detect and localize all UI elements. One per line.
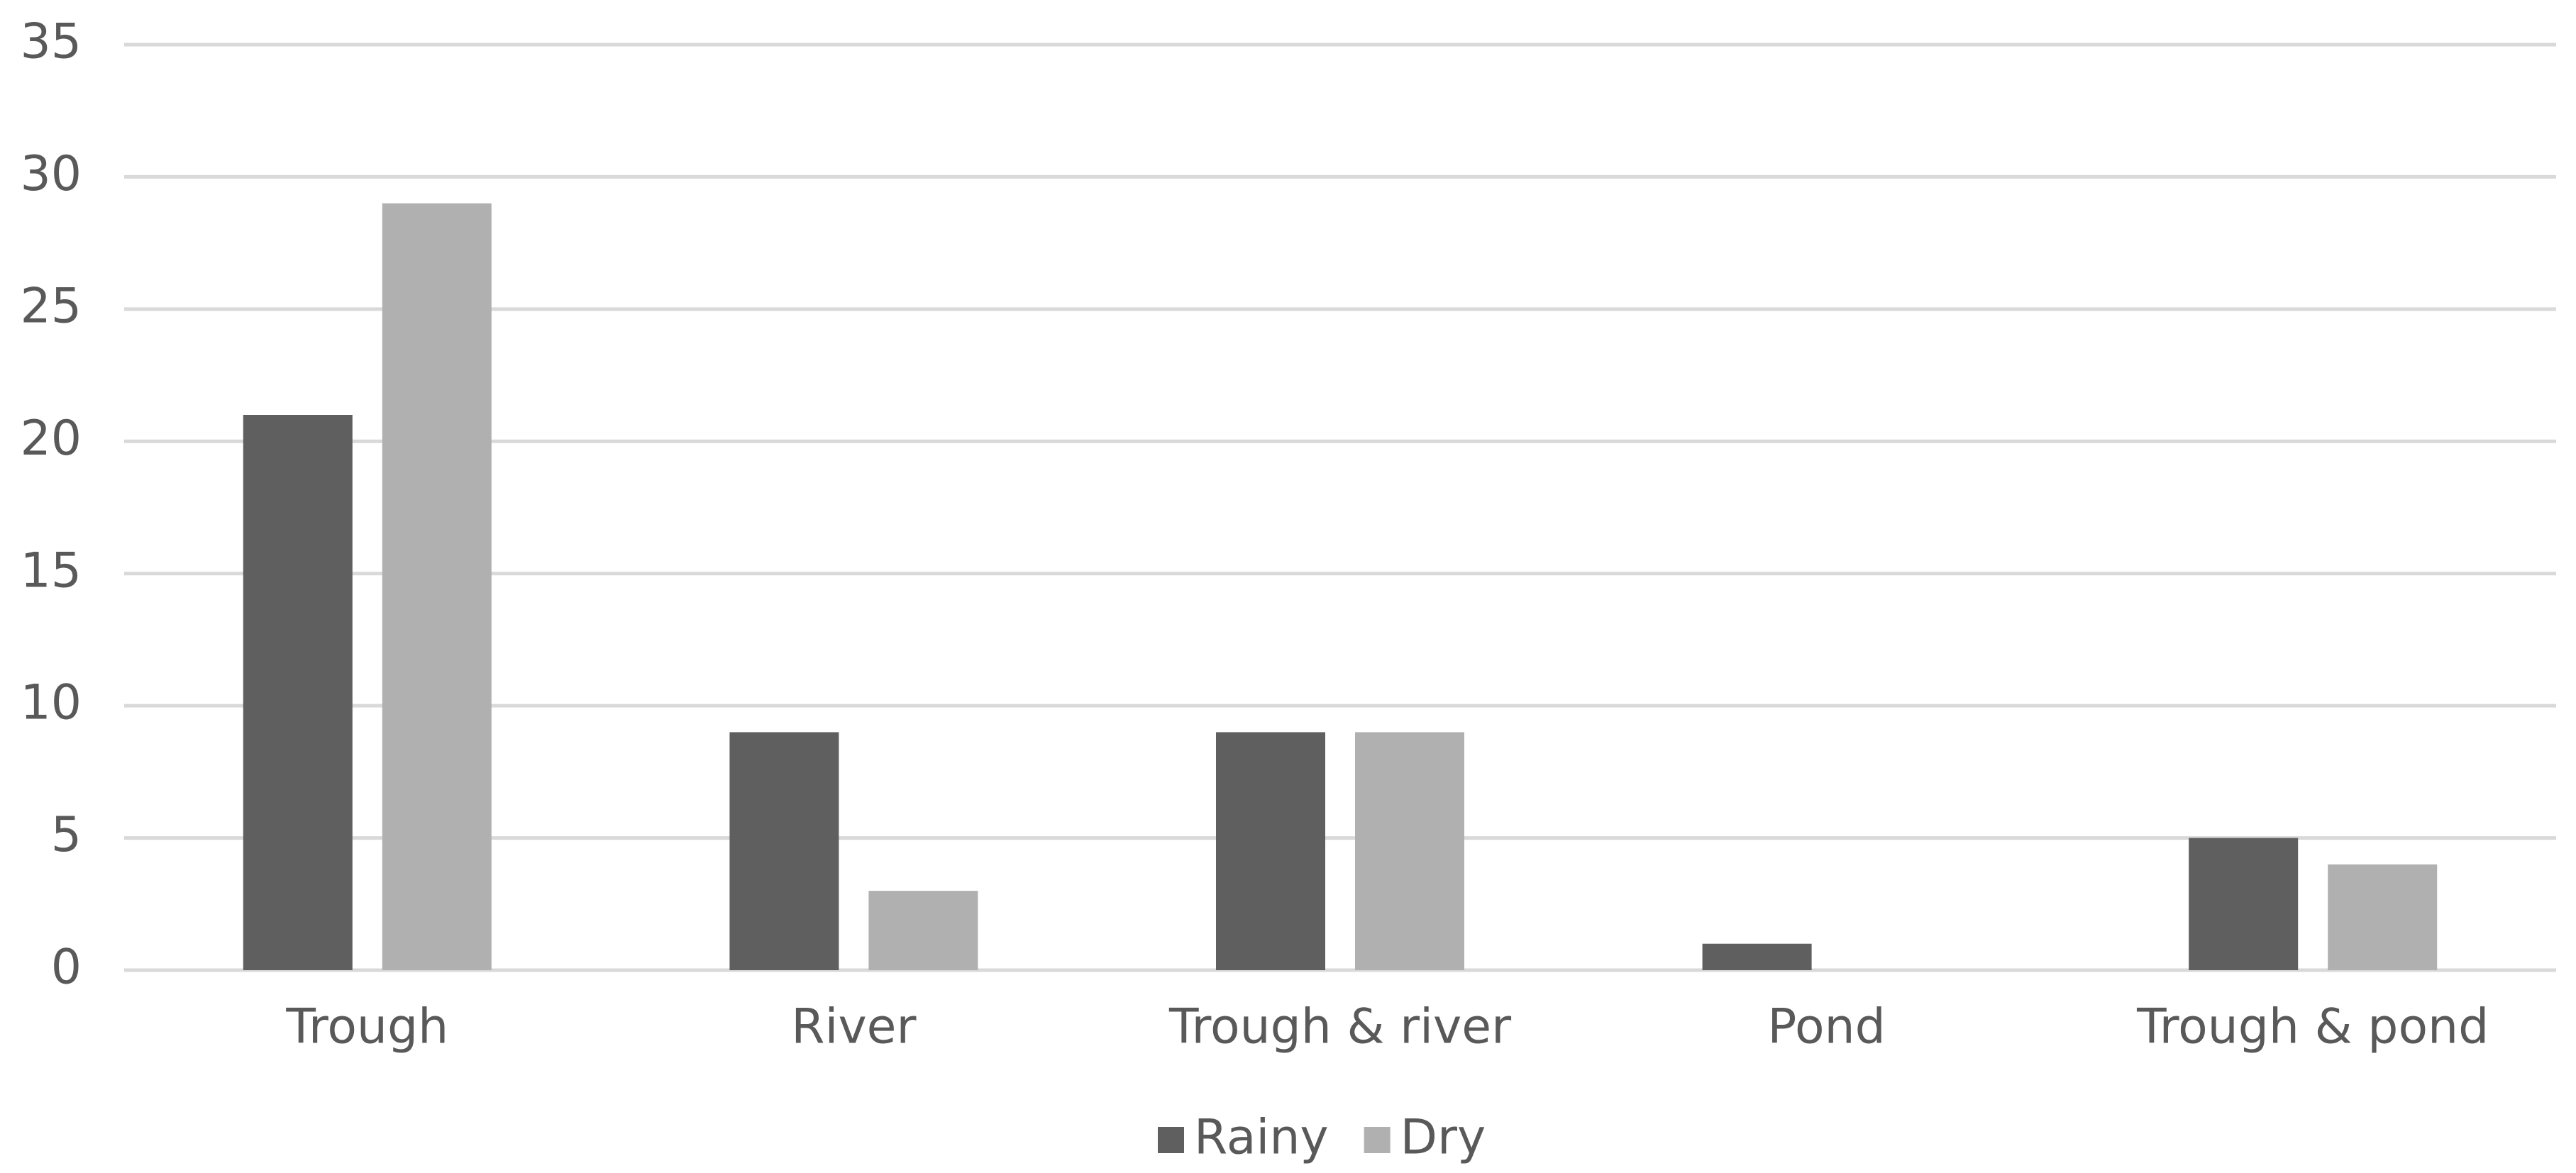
bar (382, 203, 492, 970)
y-tick-label: 35 (20, 14, 82, 70)
y-tick-label: 5 (51, 807, 82, 863)
bar (729, 732, 839, 970)
y-tick-label: 15 (20, 543, 82, 599)
bar (2328, 864, 2438, 970)
x-tick-label: Trough & pond (2136, 999, 2489, 1055)
x-tick-label: Trough & river (1168, 999, 1511, 1055)
y-tick-label: 30 (20, 146, 82, 202)
bar (243, 415, 353, 970)
legend-label: Dry (1400, 1110, 1486, 1166)
bar (1702, 943, 1812, 970)
x-tick-label: Trough (285, 999, 448, 1055)
bar (1216, 732, 1325, 970)
y-tick-label: 0 (51, 940, 82, 996)
legend-swatch (1364, 1127, 1391, 1153)
bar (2189, 838, 2299, 970)
x-tick-label: Pond (1767, 999, 1885, 1055)
x-tick-label: River (791, 999, 916, 1055)
bar (1355, 732, 1464, 970)
legend-label: Rainy (1194, 1110, 1329, 1166)
y-tick-label: 25 (20, 278, 82, 334)
y-tick-label: 10 (20, 675, 82, 731)
bar (868, 891, 978, 970)
legend-swatch (1158, 1127, 1184, 1153)
y-tick-label: 20 (20, 411, 82, 467)
